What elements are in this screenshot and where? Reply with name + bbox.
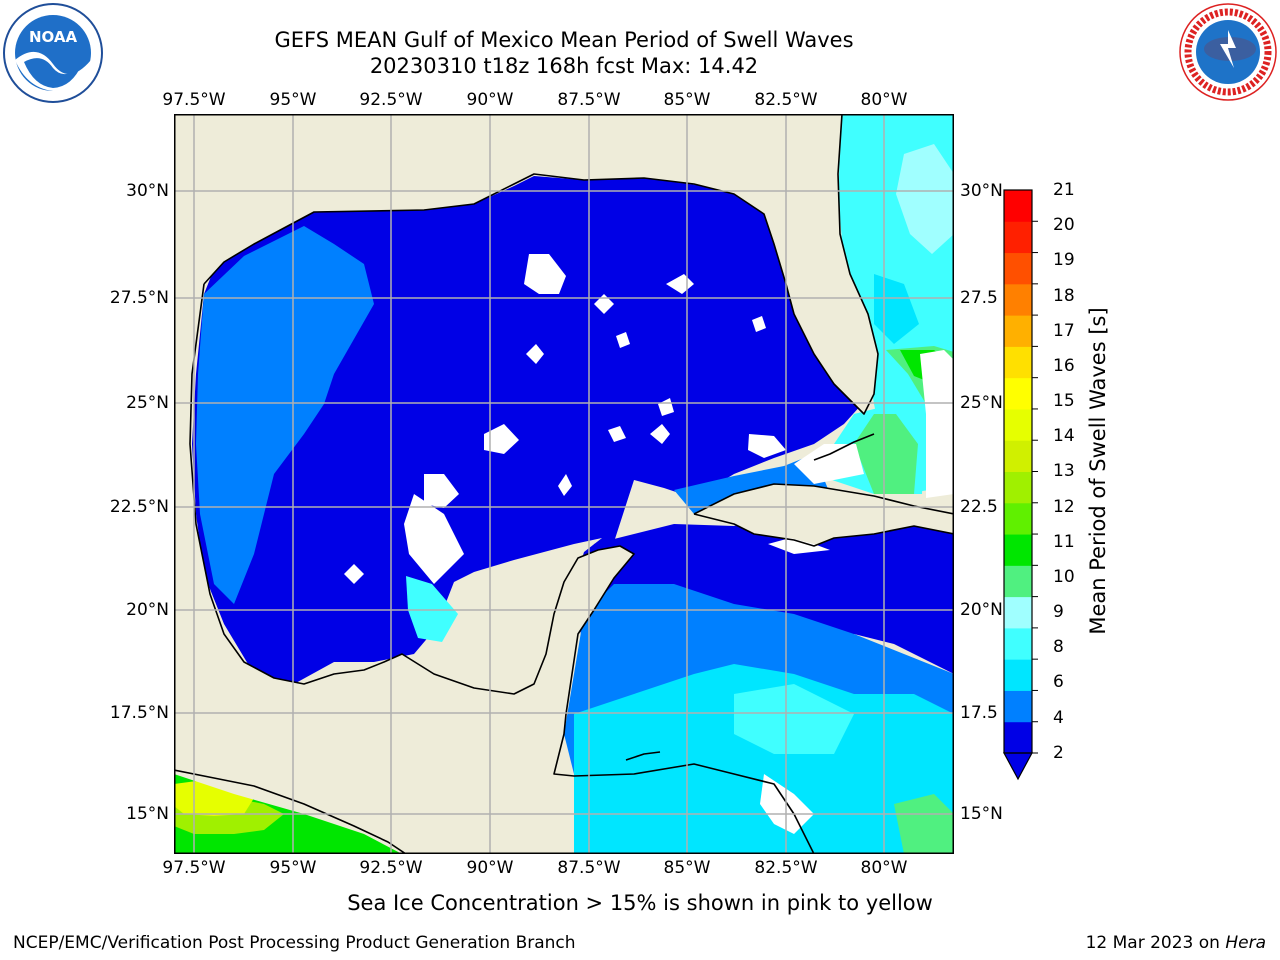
colorbar-segment (1004, 408, 1032, 441)
footer-date: 12 Mar 2023 on Hera (1086, 933, 1266, 953)
lat-tick-left: 17.5°N (109, 703, 169, 723)
colorbar-segment (1004, 283, 1032, 316)
caribbean-swell-9-10 (894, 794, 954, 854)
colorbar-segment (1004, 596, 1032, 629)
sea-ice-note: Sea Ice Concentration > 15% is shown in … (347, 891, 933, 915)
lat-tick-right: 15°N (960, 804, 1003, 824)
lon-tick-top: 80°W (860, 90, 908, 110)
colorbar-segment (1004, 221, 1032, 254)
colorbar-segment (1004, 377, 1032, 410)
colorbar-segment (1004, 690, 1032, 723)
colorbar-tick-label: 17 (1053, 321, 1075, 341)
noaa-logo: NOAA (3, 3, 103, 103)
colorbar-tick-label: 12 (1053, 497, 1075, 517)
colorbar-tick-label: 15 (1053, 391, 1075, 411)
lat-tick-left: 22.5°N (109, 497, 169, 517)
lon-tick-bottom: 97.5°W (162, 858, 226, 878)
lon-tick-top: 82.5°W (754, 90, 818, 110)
lon-tick-bottom: 95°W (269, 858, 317, 878)
colorbar-segment (1004, 440, 1032, 472)
no-data-regions (344, 254, 954, 834)
colorbar-segment (1004, 252, 1032, 285)
lat-tick-right: 25°N (960, 393, 1003, 413)
colorbar-tick-label: 11 (1053, 532, 1075, 552)
map-title: GEFS MEAN Gulf of Mexico Mean Period of … (274, 28, 854, 52)
colorbar-title: Mean Period of Swell Waves [s] (1086, 307, 1110, 635)
lon-tick-bottom: 85°W (663, 858, 711, 878)
colorbar-tick-label: 13 (1053, 461, 1075, 481)
lat-tick-right: 27.5 (960, 288, 998, 308)
atlantic-swell-4-6 (874, 274, 919, 344)
lat-tick-left: 27.5°N (109, 288, 169, 308)
coastline (174, 114, 954, 854)
swell-period-map (174, 114, 954, 854)
colorbar-tick-label: 16 (1053, 356, 1075, 376)
caribbean-swell-6-8 (574, 664, 954, 854)
colorbar-tick-label: 6 (1053, 672, 1064, 692)
colorbar-tick-label: 21 (1053, 180, 1075, 200)
lat-tick-right: 17.5 (960, 703, 998, 723)
colorbar-segment (1004, 190, 1032, 222)
colorbar-segment (1004, 659, 1032, 691)
colorbar-tick-label: 14 (1053, 426, 1075, 446)
nws-logo (1179, 3, 1277, 101)
map-subtitle: 20230310 t18z 168h fcst Max: 14.42 (369, 54, 759, 78)
footer-credit: NCEP/EMC/Verification Post Processing Pr… (13, 933, 576, 953)
colorbar-segment (1004, 315, 1032, 347)
lon-tick-bottom: 90°W (466, 858, 514, 878)
colorbar-tick-label: 19 (1053, 250, 1075, 270)
colorbar-tick-label: 8 (1053, 637, 1064, 657)
lat-tick-right: 22.5 (960, 497, 998, 517)
lon-tick-bottom: 82.5°W (754, 858, 818, 878)
caribbean-swell-8-9 (734, 684, 854, 754)
footer-machine: Hera (1225, 933, 1266, 953)
footer-date-text: 12 Mar 2023 on (1085, 933, 1226, 953)
lat-tick-left: 20°N (126, 600, 169, 620)
lon-tick-bottom: 92.5°W (359, 858, 423, 878)
colorbar-tick-label: 20 (1053, 215, 1075, 235)
colorbar-segment (1004, 502, 1032, 535)
colorbar-segment (1004, 534, 1032, 566)
colorbar-segment (1004, 627, 1032, 660)
lat-tick-left: 30°N (126, 181, 169, 201)
gridlines (174, 114, 954, 854)
map-frame (174, 114, 954, 854)
lat-tick-left: 25°N (126, 393, 169, 413)
mexico-land (174, 114, 878, 854)
lon-tick-bottom: 87.5°W (557, 858, 621, 878)
colorbar-extend-min (1002, 752, 1034, 781)
colorbar-tick-label: 18 (1053, 286, 1075, 306)
lat-tick-right: 30°N (960, 181, 1003, 201)
lon-tick-top: 92.5°W (359, 90, 423, 110)
western-gulf-swell-4-6 (196, 226, 374, 604)
noaa-logo-text: NOAA (29, 28, 78, 46)
lon-tick-top: 85°W (663, 90, 711, 110)
straits-swell-9-10 (854, 414, 918, 494)
lon-tick-top: 87.5°W (557, 90, 621, 110)
lat-tick-left: 15°N (126, 804, 169, 824)
colorbar-tick-label: 2 (1053, 743, 1064, 763)
lon-tick-top: 90°W (466, 90, 514, 110)
lon-tick-top: 97.5°W (162, 90, 226, 110)
colorbar (1002, 189, 1038, 781)
colorbar-tick-label: 10 (1053, 567, 1075, 587)
bay-of-campeche-swell-4-6 (406, 576, 458, 642)
colorbar-segment (1004, 346, 1032, 379)
colorbar-tick-label: 4 (1053, 708, 1064, 728)
atlantic-swell-8-9 (896, 144, 954, 254)
colorbar-segment (1004, 565, 1032, 598)
colorbar-segment (1004, 471, 1032, 504)
lon-tick-bottom: 80°W (860, 858, 908, 878)
colorbar-segment (1004, 721, 1032, 754)
lat-tick-right: 20°N (960, 600, 1003, 620)
lon-tick-top: 95°W (269, 90, 317, 110)
colorbar-tick-label: 9 (1053, 602, 1064, 622)
